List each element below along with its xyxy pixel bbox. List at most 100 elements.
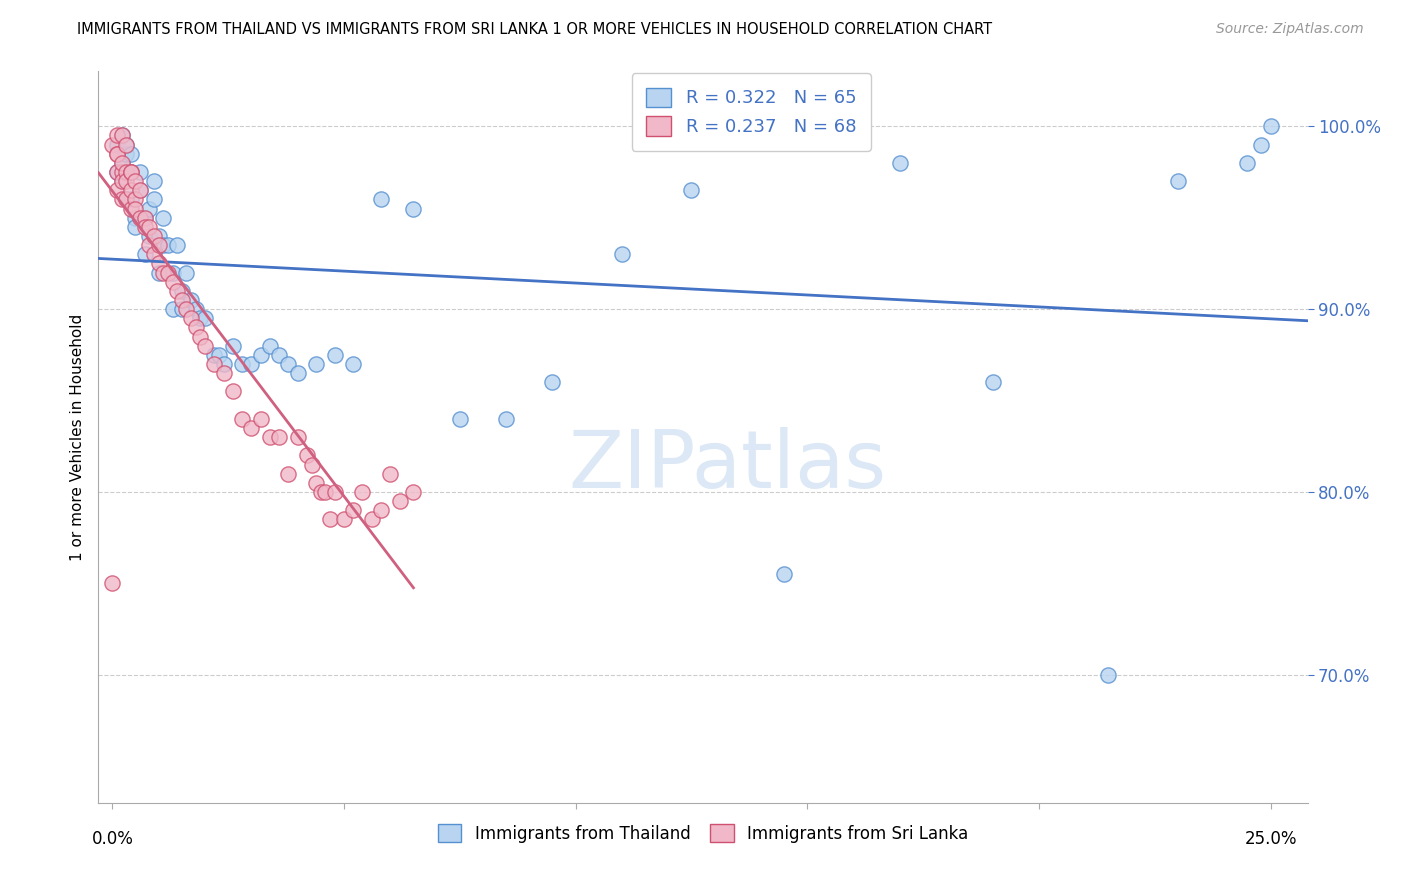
Point: [134, 247, 156, 261]
Point: [124, 202, 146, 216]
Point: [134, 211, 156, 225]
Point: [101, 137, 124, 152]
Point: [352, 484, 374, 499]
Point: [176, 265, 198, 279]
Text: 0.0%: 0.0%: [91, 830, 134, 848]
Point: [370, 503, 392, 517]
Point: [166, 284, 188, 298]
Point: [269, 430, 291, 444]
Point: [388, 494, 411, 508]
Point: [148, 256, 170, 270]
Point: [124, 174, 146, 188]
Point: [101, 576, 124, 591]
Point: [143, 228, 166, 243]
Text: IMMIGRANTS FROM THAILAND VS IMMIGRANTS FROM SRI LANKA 1 OR MORE VEHICLES IN HOUS: IMMIGRANTS FROM THAILAND VS IMMIGRANTS F…: [77, 22, 993, 37]
Point: [360, 512, 382, 526]
Point: [138, 238, 160, 252]
Point: [134, 219, 156, 234]
Point: [773, 567, 796, 582]
Point: [129, 211, 152, 225]
Point: [152, 211, 174, 225]
Point: [202, 357, 225, 371]
Point: [309, 484, 332, 499]
Point: [170, 293, 193, 307]
Point: [277, 467, 299, 481]
Point: [129, 183, 152, 197]
Point: [110, 155, 132, 169]
Point: [110, 165, 132, 179]
Point: [148, 265, 170, 279]
Point: [110, 174, 132, 188]
Point: [105, 146, 128, 161]
Point: [138, 228, 160, 243]
Point: [129, 165, 152, 179]
Point: [115, 174, 138, 188]
Legend: Immigrants from Thailand, Immigrants from Sri Lanka: Immigrants from Thailand, Immigrants fro…: [432, 817, 974, 849]
Point: [138, 202, 160, 216]
Point: [115, 192, 138, 206]
Point: [110, 155, 132, 169]
Point: [134, 211, 156, 225]
Point: [166, 238, 188, 252]
Point: [105, 146, 128, 161]
Point: [212, 366, 235, 380]
Point: [295, 448, 318, 462]
Point: [305, 475, 328, 490]
Point: [162, 265, 184, 279]
Point: [319, 512, 342, 526]
Point: [231, 411, 253, 425]
Point: [342, 503, 364, 517]
Point: [152, 265, 174, 279]
Point: [305, 357, 328, 371]
Point: [184, 320, 207, 334]
Point: [120, 192, 142, 206]
Y-axis label: 1 or more Vehicles in Household: 1 or more Vehicles in Household: [69, 313, 84, 561]
Point: [105, 137, 128, 152]
Point: [287, 430, 309, 444]
Point: [148, 238, 170, 252]
Point: [495, 411, 517, 425]
Point: [222, 384, 245, 399]
Point: [259, 338, 281, 352]
Point: [184, 301, 207, 316]
Point: [180, 311, 202, 326]
Point: [152, 238, 174, 252]
Point: [240, 357, 263, 371]
Point: [188, 311, 211, 326]
Point: [124, 219, 146, 234]
Point: [120, 165, 142, 179]
Point: [156, 238, 179, 252]
Point: [333, 512, 356, 526]
Point: [156, 265, 179, 279]
Point: [342, 357, 364, 371]
Point: [115, 192, 138, 206]
Point: [194, 338, 217, 352]
Point: [1236, 155, 1258, 169]
Point: [115, 137, 138, 152]
Point: [231, 357, 253, 371]
Point: [202, 348, 225, 362]
Point: [402, 484, 425, 499]
Point: [120, 146, 142, 161]
Point: [1260, 119, 1282, 133]
Point: [402, 202, 425, 216]
Point: [208, 348, 231, 362]
Point: [110, 192, 132, 206]
Point: [120, 165, 142, 179]
Point: [143, 247, 166, 261]
Point: [105, 128, 128, 143]
Point: [176, 301, 198, 316]
Point: [323, 484, 346, 499]
Point: [180, 293, 202, 307]
Point: [120, 183, 142, 197]
Point: [115, 146, 138, 161]
Point: [1097, 667, 1119, 681]
Point: [380, 467, 402, 481]
Point: [249, 411, 271, 425]
Point: [143, 192, 166, 206]
Point: [124, 211, 146, 225]
Point: [240, 421, 263, 435]
Point: [610, 247, 633, 261]
Point: [541, 375, 564, 389]
Point: [124, 192, 146, 206]
